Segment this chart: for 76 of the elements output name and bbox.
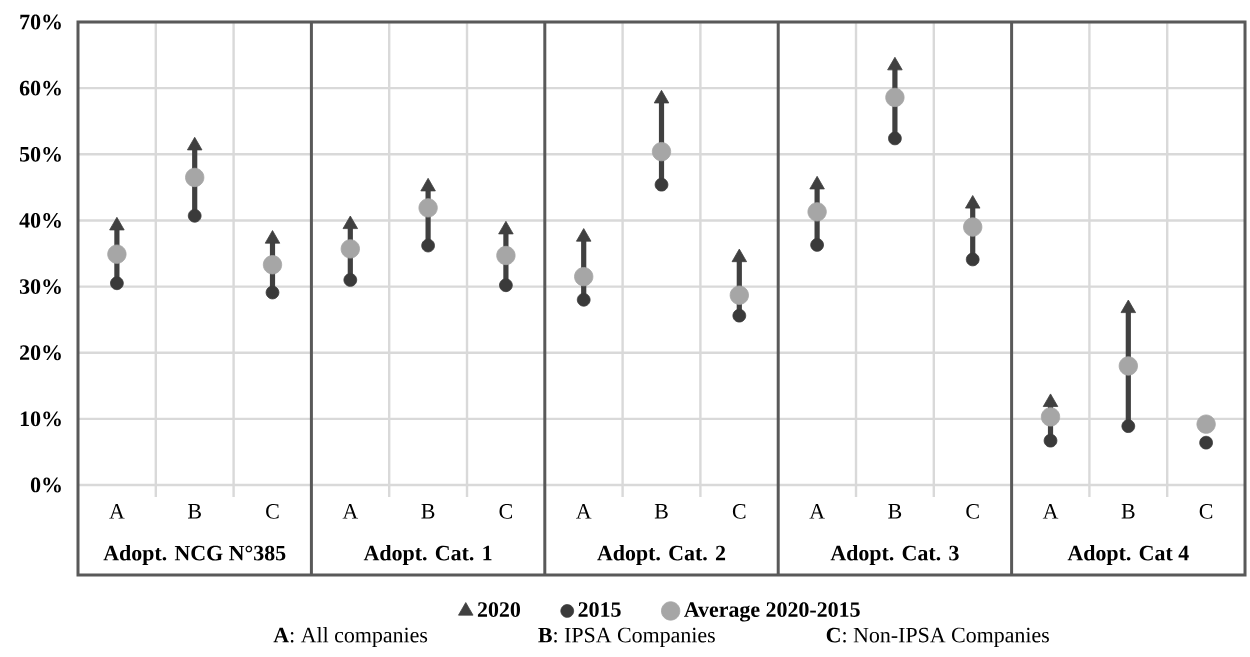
point [729, 285, 749, 305]
point [262, 255, 283, 275]
point [810, 238, 824, 252]
point [420, 177, 436, 192]
x-tick-label: B [1121, 504, 1135, 519]
point [107, 244, 127, 264]
y-tick-label: 70% [20, 14, 61, 30]
text: C: Non-IPSA Companies [826, 627, 1049, 647]
legend-label: Average 2020-2015 [684, 602, 860, 622]
point [1118, 356, 1138, 376]
y-tick-label: 60% [19, 80, 61, 96]
y-tick-label: 10% [20, 411, 61, 427]
text: Adopt. Cat. 3 [830, 545, 959, 565]
point [885, 87, 905, 108]
point [963, 217, 983, 237]
point [731, 248, 747, 263]
point [576, 228, 592, 242]
point [421, 238, 435, 253]
y-tick-label: 40% [19, 213, 61, 228]
point [1121, 419, 1136, 433]
point [576, 293, 591, 307]
point [1199, 435, 1213, 450]
x-tick-label: C [1199, 504, 1213, 519]
point [807, 202, 827, 222]
point [732, 308, 747, 323]
point [265, 285, 280, 300]
point [965, 252, 980, 267]
point [499, 278, 513, 293]
point [187, 136, 203, 151]
legend-label: 2015 [578, 602, 621, 617]
x-tick-label: C [732, 504, 746, 519]
x-tick-label: C [499, 504, 512, 519]
x-tick-label: C [966, 504, 979, 519]
legend-label: 2020 [477, 602, 521, 617]
point [340, 239, 360, 259]
x-tick-label: B [188, 504, 201, 519]
x-tick-label: B [654, 504, 668, 519]
point [496, 245, 516, 266]
point [965, 195, 981, 209]
text: Adopt. Cat 4 [1067, 545, 1189, 565]
point [264, 230, 281, 244]
x-tick-label: A [342, 504, 359, 519]
x-tick-label: A [576, 504, 592, 519]
point [654, 177, 669, 192]
point [498, 220, 514, 235]
x-tick-label: A [809, 504, 825, 519]
text: A: All companies [273, 627, 428, 647]
point [110, 276, 124, 291]
x-tick-label: A [109, 504, 125, 519]
x-tick-label: A [1042, 504, 1059, 519]
text: Adopt. NCG N°385 [103, 545, 286, 565]
point [887, 56, 903, 71]
point [1040, 407, 1061, 427]
y-tick-label: 50% [20, 146, 61, 162]
point [187, 209, 202, 223]
text: B: IPSA Companies [538, 627, 715, 647]
point [418, 198, 438, 218]
x-tick-label: B [421, 504, 435, 519]
point [109, 216, 125, 231]
point [653, 89, 670, 104]
y-tick-label: 20% [20, 345, 61, 361]
point [809, 175, 825, 190]
y-tick-label: 30% [19, 279, 61, 294]
point [651, 142, 672, 162]
text: Adopt. Cat. 1 [363, 545, 492, 565]
text: Adopt. Cat. 2 [597, 545, 726, 565]
y-tick-label: 0% [30, 477, 61, 493]
x-tick-label: C [266, 504, 279, 519]
point [1043, 433, 1058, 448]
point [185, 167, 205, 188]
point [574, 267, 594, 287]
point [1196, 414, 1216, 434]
point [342, 215, 358, 229]
point [343, 273, 358, 287]
point [888, 131, 902, 146]
x-tick-label: B [888, 504, 902, 519]
